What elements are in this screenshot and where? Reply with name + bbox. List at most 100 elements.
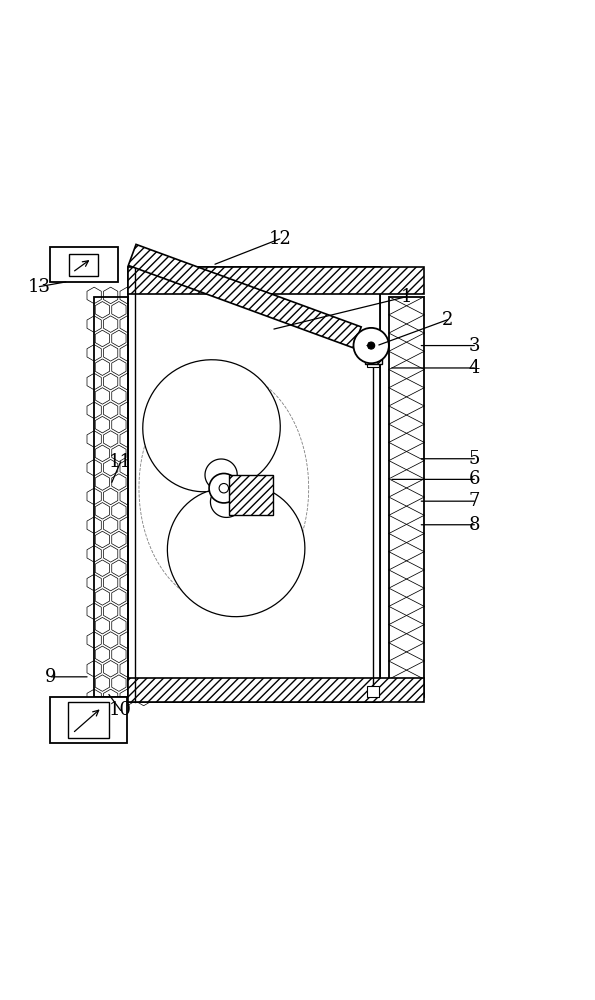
Polygon shape <box>104 632 118 648</box>
Text: 2: 2 <box>442 311 453 329</box>
Polygon shape <box>112 445 126 462</box>
Polygon shape <box>104 546 118 562</box>
Polygon shape <box>120 488 134 505</box>
Polygon shape <box>104 316 118 332</box>
Polygon shape <box>87 459 101 476</box>
Bar <box>228 475 273 515</box>
Polygon shape <box>129 445 143 462</box>
Text: 1: 1 <box>401 288 412 306</box>
Polygon shape <box>104 431 118 447</box>
Polygon shape <box>120 517 134 533</box>
Polygon shape <box>120 287 134 304</box>
Polygon shape <box>120 431 134 447</box>
Polygon shape <box>95 617 109 634</box>
Polygon shape <box>136 316 151 332</box>
Text: 10: 10 <box>109 701 132 719</box>
Polygon shape <box>95 560 109 576</box>
Polygon shape <box>129 474 143 490</box>
Polygon shape <box>112 646 126 663</box>
Text: 8: 8 <box>469 516 480 534</box>
Polygon shape <box>95 646 109 663</box>
Bar <box>70 254 98 276</box>
Text: 3: 3 <box>469 337 480 355</box>
Text: 13: 13 <box>28 278 51 296</box>
Polygon shape <box>87 517 101 533</box>
Polygon shape <box>129 646 143 663</box>
Polygon shape <box>104 517 118 533</box>
Polygon shape <box>112 474 126 490</box>
Polygon shape <box>136 603 151 620</box>
Polygon shape <box>120 689 134 706</box>
Polygon shape <box>136 689 151 706</box>
Polygon shape <box>112 675 126 691</box>
Polygon shape <box>129 560 143 576</box>
Polygon shape <box>136 546 151 562</box>
Polygon shape <box>87 316 101 332</box>
Polygon shape <box>87 287 101 304</box>
Polygon shape <box>112 531 126 548</box>
Polygon shape <box>95 445 109 462</box>
Polygon shape <box>120 316 134 332</box>
Text: 9: 9 <box>45 668 57 686</box>
Bar <box>353 267 380 702</box>
Polygon shape <box>120 574 134 591</box>
Polygon shape <box>112 503 126 519</box>
Bar <box>367 357 379 367</box>
Polygon shape <box>104 488 118 505</box>
Polygon shape <box>95 589 109 605</box>
Polygon shape <box>129 330 143 347</box>
Polygon shape <box>136 459 151 476</box>
Polygon shape <box>87 660 101 677</box>
Polygon shape <box>95 474 109 490</box>
Text: 4: 4 <box>469 359 480 377</box>
Circle shape <box>219 483 228 493</box>
Bar <box>129 678 424 702</box>
Text: 6: 6 <box>469 470 480 488</box>
Bar <box>389 297 424 697</box>
Polygon shape <box>129 675 143 691</box>
Polygon shape <box>95 388 109 404</box>
Polygon shape <box>95 416 109 433</box>
Polygon shape <box>129 302 143 318</box>
Polygon shape <box>95 359 109 375</box>
Polygon shape <box>95 302 109 318</box>
Polygon shape <box>104 402 118 419</box>
Polygon shape <box>120 546 134 562</box>
Bar <box>50 697 127 743</box>
Polygon shape <box>104 603 118 620</box>
Polygon shape <box>87 402 101 419</box>
Polygon shape <box>136 287 151 304</box>
Polygon shape <box>120 459 134 476</box>
Polygon shape <box>104 287 118 304</box>
Bar <box>367 686 379 697</box>
Polygon shape <box>87 603 101 620</box>
Polygon shape <box>136 574 151 591</box>
Text: 12: 12 <box>268 230 292 248</box>
Bar <box>228 475 273 515</box>
Bar <box>365 348 383 364</box>
Polygon shape <box>87 345 101 361</box>
Polygon shape <box>120 632 134 648</box>
Text: 7: 7 <box>469 492 480 510</box>
Polygon shape <box>120 603 134 620</box>
Polygon shape <box>112 560 126 576</box>
Polygon shape <box>95 503 109 519</box>
Polygon shape <box>129 589 143 605</box>
Polygon shape <box>136 373 151 390</box>
Polygon shape <box>129 388 143 404</box>
Polygon shape <box>112 416 126 433</box>
Polygon shape <box>112 359 126 375</box>
Polygon shape <box>129 503 143 519</box>
Polygon shape <box>167 485 305 617</box>
Polygon shape <box>104 345 118 361</box>
Polygon shape <box>104 459 118 476</box>
Polygon shape <box>87 431 101 447</box>
Polygon shape <box>120 345 134 361</box>
Polygon shape <box>136 488 151 505</box>
Polygon shape <box>129 244 361 348</box>
Circle shape <box>353 328 389 363</box>
Polygon shape <box>104 574 118 591</box>
Polygon shape <box>104 660 118 677</box>
Polygon shape <box>104 689 118 706</box>
Polygon shape <box>95 330 109 347</box>
